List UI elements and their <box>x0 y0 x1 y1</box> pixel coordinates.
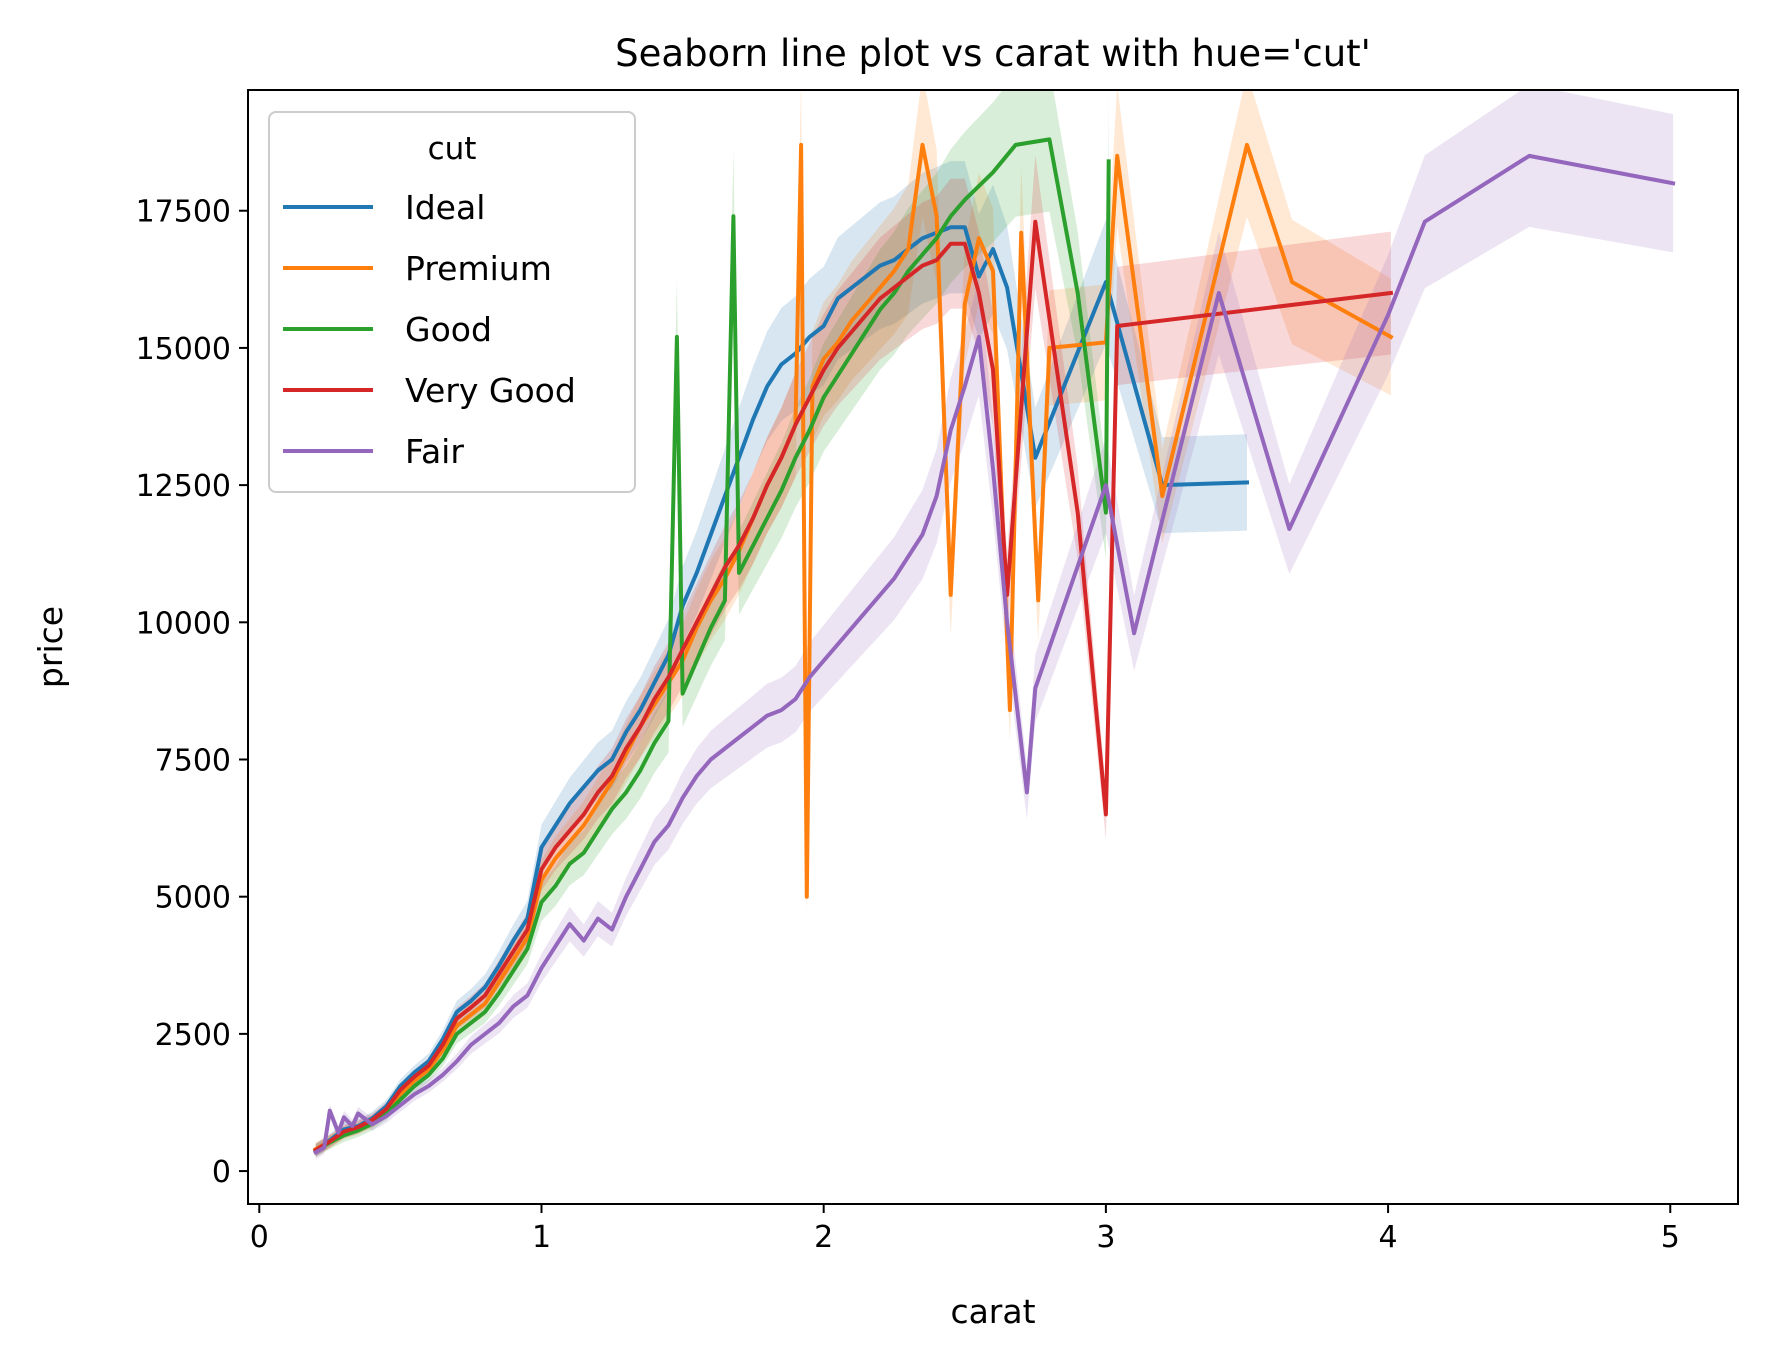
y-tick-label: 12500 <box>136 469 231 504</box>
x-tick-label: 0 <box>250 1220 269 1255</box>
series-band-fair <box>315 90 1674 1159</box>
series-line-very-good <box>312 219 1394 1153</box>
y-axis: 0 2500 5000 7500 10000 12500 15000 17500 <box>136 195 248 1190</box>
legend-label: Premium <box>405 249 552 288</box>
series-band-premium <box>315 90 1391 1156</box>
plot-area <box>247 89 1739 1205</box>
x-tick-label: 3 <box>1096 1220 1115 1255</box>
series-band-ideal <box>315 161 1247 1157</box>
legend-label: Ideal <box>405 188 485 227</box>
x-tick-label: 4 <box>1379 1220 1398 1255</box>
x-tick-label: 5 <box>1661 1220 1680 1255</box>
x-axis-label: carat <box>950 1292 1035 1331</box>
x-axis: 0 1 2 3 4 5 <box>250 1204 1680 1255</box>
y-tick-label: 7500 <box>155 743 231 778</box>
legend-title: cut <box>428 131 477 167</box>
y-tick-label: 2500 <box>155 1018 231 1053</box>
chart-title: Seaborn line plot vs carat with hue='cut… <box>615 32 1371 75</box>
legend-label: Good <box>405 310 492 349</box>
axes-frame <box>247 89 1739 1205</box>
y-tick-label: 10000 <box>136 606 231 641</box>
y-tick-label: 5000 <box>155 881 231 916</box>
series-line-fair <box>312 153 1676 1156</box>
y-tick-label: 15000 <box>136 332 231 367</box>
legend: cut Ideal Premium Good Very Good Fair <box>268 111 636 493</box>
x-tick-label: 1 <box>532 1220 551 1255</box>
x-tick-label: 2 <box>814 1220 833 1255</box>
series-line-good <box>312 137 1111 1154</box>
y-axis-label: price <box>31 606 70 688</box>
y-tick-label: 17500 <box>136 195 231 230</box>
y-tick-label: 0 <box>212 1155 231 1190</box>
legend-label: Very Good <box>405 371 576 410</box>
legend-label: Fair <box>405 432 464 471</box>
